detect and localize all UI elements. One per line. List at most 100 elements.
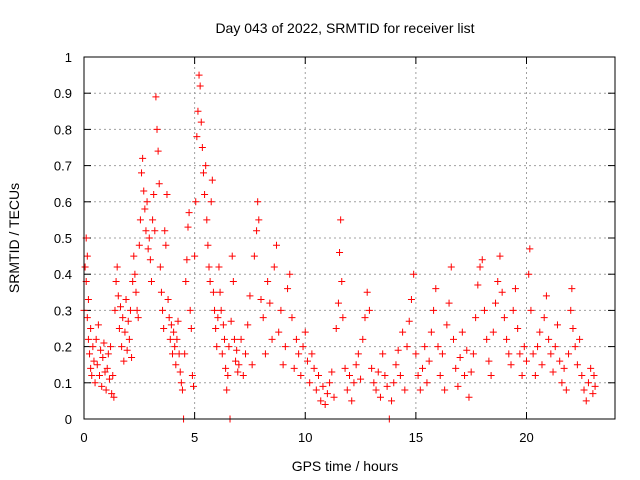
data-point [250,252,258,260]
data-point [441,386,449,394]
data-point [225,343,233,351]
data-point [315,372,323,380]
data-point [376,393,384,401]
data-point [197,118,205,126]
data-point [244,321,252,329]
data-point [361,314,369,322]
data-point [500,314,508,322]
data-point [545,335,553,343]
data-point [194,107,202,115]
y-tick-label: 1 [65,50,72,65]
data-point [133,306,141,314]
data-point [201,191,209,199]
data-point [295,350,303,358]
data-point [257,296,265,304]
data-point [523,357,530,365]
data-point [160,325,168,332]
data-point [97,346,105,354]
data-point [560,364,568,372]
data-point [507,361,515,369]
data-point [121,328,129,336]
data-point [379,350,387,358]
data-point [184,223,192,231]
data-point [94,321,102,329]
data-point [170,328,178,336]
data-point [237,335,245,343]
data-point [92,335,100,343]
data-point [242,350,250,358]
data-point [212,325,220,332]
data-point [90,357,98,365]
data-point [135,241,143,249]
data-point [425,357,433,365]
data-point [155,180,163,188]
data-point [485,357,493,365]
data-point [474,281,482,289]
data-point [171,343,179,351]
data-point [89,343,97,351]
data-point [558,379,566,387]
data-point [403,343,411,351]
data-point [365,306,373,314]
data-point [321,401,329,409]
data-point [297,372,305,380]
data-point [350,379,358,387]
data-point [281,343,289,351]
data-point [540,314,548,322]
data-point [396,372,404,380]
data-point [306,379,314,387]
data-point [161,227,169,235]
data-point [346,372,353,380]
data-point [176,368,184,376]
data-point [308,350,316,358]
x-tick-label: 10 [298,430,312,445]
data-point [84,335,92,343]
data-point [338,277,346,285]
data-point [591,382,599,390]
data-point [130,252,138,260]
data-point [230,335,238,343]
data-point [112,277,120,285]
data-point [211,306,219,314]
data-point [458,328,466,336]
data-point [232,357,240,365]
data-point [217,306,225,314]
chart-title: Day 043 of 2022, SRMTID for receiver lis… [215,20,474,36]
data-point [235,361,243,369]
data-point [529,350,537,358]
data-point [516,350,524,358]
data-point [299,343,307,351]
data-point [178,386,186,394]
data-point [157,288,165,296]
data-point [199,169,207,177]
data-point [542,292,550,300]
data-point [363,288,371,296]
data-point [336,248,344,256]
data-point [392,361,400,369]
data-point [414,372,422,380]
data-point [328,368,336,376]
data-point [218,350,226,358]
y-tick-label: 0.8 [54,122,72,137]
data-point [434,343,442,351]
data-point [151,227,159,235]
data-point [145,234,153,242]
data-point [154,147,162,155]
data-point [534,343,542,351]
data-point [152,93,160,101]
data-point [120,357,128,365]
data-point [454,382,462,390]
data-point [254,198,262,206]
data-point [246,292,254,300]
data-point [268,335,276,343]
data-point [100,339,108,347]
data-point [113,263,121,271]
data-point [209,288,217,296]
data-point [427,328,435,336]
data-point [412,350,420,358]
data-point [83,252,91,260]
y-tick-label: 0.9 [54,86,72,101]
data-point [589,390,597,398]
data-point [275,328,283,336]
